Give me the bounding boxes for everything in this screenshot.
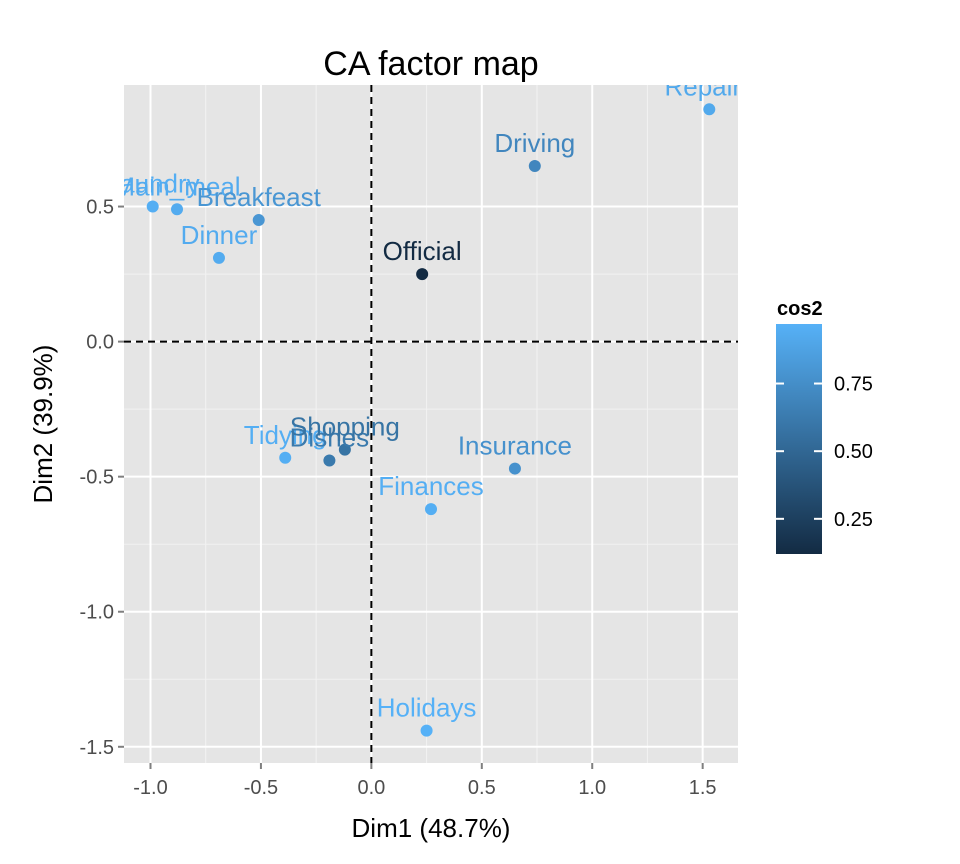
point-label: Insurance bbox=[458, 431, 572, 461]
x-tick-label: 0.5 bbox=[468, 777, 496, 799]
legend-tick-label: 0.50 bbox=[834, 441, 873, 463]
data-point bbox=[528, 160, 541, 173]
data-point bbox=[420, 724, 433, 737]
data-point bbox=[323, 454, 336, 467]
data-points bbox=[146, 103, 716, 737]
data-point bbox=[508, 462, 521, 475]
point-label: Laundry bbox=[106, 169, 200, 199]
x-tick-label: -0.5 bbox=[244, 777, 278, 799]
point-label: Main_meal bbox=[113, 171, 240, 201]
data-point bbox=[171, 203, 184, 216]
legend-title: cos2 bbox=[777, 298, 823, 320]
plot-panel bbox=[124, 85, 738, 763]
data-point bbox=[416, 268, 429, 281]
point-label: Finances bbox=[378, 471, 484, 501]
grid-lines bbox=[124, 85, 738, 763]
point-label: Holidays bbox=[377, 693, 477, 723]
chart-title: CA factor map bbox=[323, 45, 538, 83]
y-tick-label: -1.0 bbox=[80, 602, 114, 624]
point-label: Tidying bbox=[244, 420, 327, 450]
legend-colorbar bbox=[776, 324, 822, 554]
x-tick-label: 0.0 bbox=[357, 777, 385, 799]
y-axis-title: Dim2 (39.9%) bbox=[28, 345, 58, 504]
x-tick-label: 1.5 bbox=[689, 777, 717, 799]
point-label: Official bbox=[383, 236, 462, 266]
data-point bbox=[146, 200, 159, 213]
y-axis: -1.5 -1.0 -0.5 0.0 0.5 bbox=[80, 197, 124, 759]
y-tick-label: -0.5 bbox=[80, 467, 114, 489]
point-label: Dinner bbox=[181, 220, 258, 250]
x-tick-label: -1.0 bbox=[133, 777, 167, 799]
data-point bbox=[338, 443, 351, 456]
data-point bbox=[252, 214, 265, 227]
point-label: Repairs bbox=[664, 71, 754, 101]
point-label: Breakfeast bbox=[197, 182, 322, 212]
y-tick-label: 0.0 bbox=[86, 332, 114, 354]
data-point bbox=[279, 451, 292, 464]
data-point bbox=[425, 503, 437, 516]
x-tick-label: 1.0 bbox=[578, 777, 606, 799]
x-axis: -1.0 -0.5 0.0 0.5 1.0 1.5 bbox=[133, 763, 717, 799]
data-point bbox=[212, 251, 225, 264]
point-label: Shopping bbox=[290, 412, 400, 442]
legend-tick-label: 0.75 bbox=[834, 374, 873, 396]
x-axis-title: Dim1 (48.7%) bbox=[352, 813, 511, 843]
point-label: Dishes bbox=[290, 422, 369, 452]
color-legend: cos2 0.25 0.50 0.75 bbox=[776, 298, 873, 554]
y-tick-label: -1.5 bbox=[80, 737, 114, 759]
legend-tick-label: 0.25 bbox=[834, 509, 873, 531]
reference-lines bbox=[124, 85, 738, 763]
data-point bbox=[703, 103, 716, 116]
point-label: Driving bbox=[494, 128, 575, 158]
y-tick-label: 0.5 bbox=[86, 197, 114, 219]
